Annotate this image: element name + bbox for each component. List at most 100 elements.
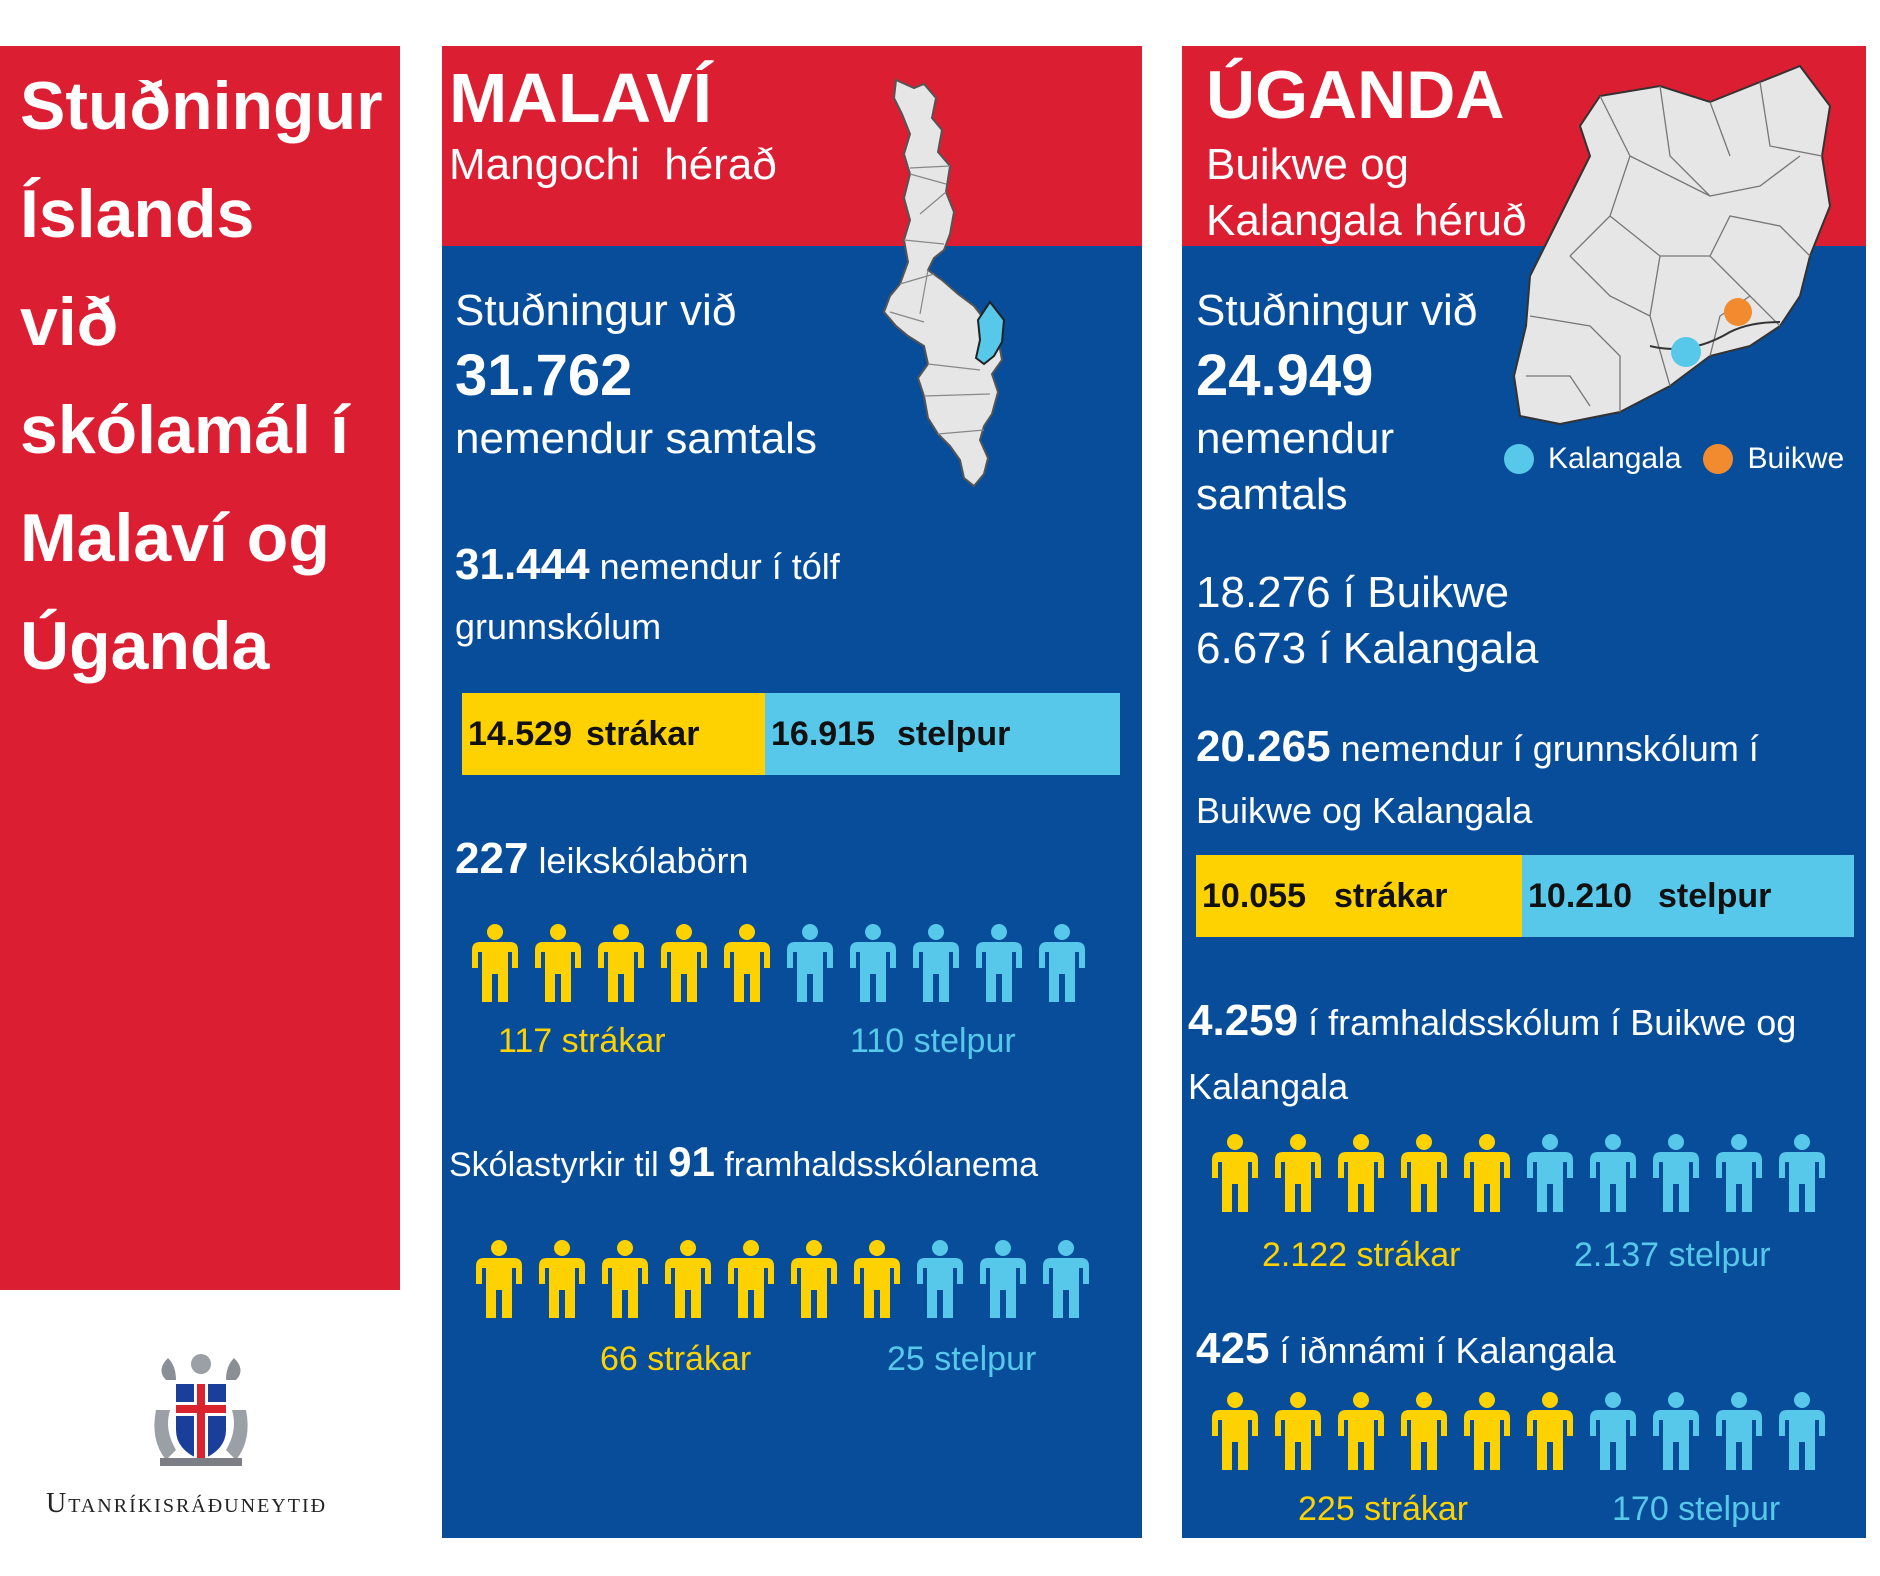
title-line: Íslands	[20, 176, 255, 252]
uganda-secondary-boys: 2.122 strákar	[1262, 1236, 1461, 1274]
legend-buikwe-label: Buikwe	[1747, 442, 1845, 475]
boy-person-icon	[665, 1240, 711, 1318]
uganda-vocational-icons	[1212, 1392, 1842, 1470]
malawi-scholarship-girls: 25 stelpur	[887, 1340, 1037, 1378]
malawi-header	[442, 46, 1142, 246]
boy-person-icon	[1275, 1134, 1321, 1212]
malawi-primary-line2: grunnskólum	[455, 606, 662, 647]
malawi-panel	[442, 246, 1142, 1538]
uganda-map	[1512, 64, 1832, 426]
legend-buikwe-dot	[1703, 444, 1734, 474]
uganda-map-legend: Kalangala Buikwe	[1504, 442, 1844, 476]
uganda-secondary-text: í framhaldsskólum í Buikwe og	[1308, 1002, 1797, 1043]
malawi-primary-count: 31.444	[455, 540, 590, 589]
boy-person-icon	[724, 924, 770, 1002]
malawi-total-suffix: nemendur samtals	[455, 414, 817, 463]
boy-person-icon	[1401, 1392, 1447, 1470]
uganda-vocational-boys: 225 strákar	[1298, 1490, 1469, 1528]
boy-person-icon	[791, 1240, 837, 1318]
girl-person-icon	[980, 1240, 1026, 1318]
bar-label: strákar	[586, 714, 700, 753]
malawi-primary-text: nemendur í tólf	[599, 546, 840, 587]
bar-label: stelpur	[897, 714, 1011, 753]
uganda-primary-count: 20.265	[1196, 722, 1331, 771]
uganda-total-suffix1: nemendur	[1196, 414, 1395, 463]
girl-person-icon	[1716, 1134, 1762, 1212]
boy-person-icon	[1527, 1392, 1573, 1470]
bar-value: 16.915	[771, 714, 875, 753]
uganda-country: ÚGANDA	[1206, 57, 1505, 133]
boy-person-icon	[476, 1240, 522, 1318]
girl-person-icon	[1590, 1392, 1636, 1470]
title-line: Malaví og	[20, 500, 330, 576]
girl-person-icon	[1779, 1392, 1825, 1470]
scholarship-count: 91	[668, 1138, 715, 1185]
malawi-scholarship-boys: 66 strákar	[600, 1340, 752, 1378]
malawi-primary-bar: 14.529 strákar 16.915 stelpur	[462, 693, 1120, 775]
legend-kalangala-dot	[1504, 444, 1534, 474]
uganda-secondary-line2: Kalangala	[1188, 1066, 1349, 1107]
coat-of-arms-logo	[154, 1354, 248, 1466]
boy-person-icon	[472, 924, 518, 1002]
scholarship-suffix: framhaldsskólanema	[724, 1146, 1039, 1184]
uganda-total: 24.949	[1196, 343, 1374, 408]
girl-person-icon	[976, 924, 1022, 1002]
boy-person-icon	[602, 1240, 648, 1318]
malawi-country: MALAVÍ	[449, 59, 713, 137]
malawi-primary-line1: 31.444 nemendur í tólf	[455, 540, 840, 590]
girl-person-icon	[1039, 924, 1085, 1002]
bar-label: stelpur	[1658, 876, 1772, 915]
title-line: Úganda	[20, 608, 270, 684]
uganda-kalangala-line: 6.673 í Kalangala	[1196, 624, 1539, 673]
malawi-preschool-count: 227	[455, 834, 529, 883]
bar-value: 10.210	[1528, 876, 1632, 915]
boy-person-icon	[854, 1240, 900, 1318]
uganda-support-label: Stuðningur við	[1196, 286, 1478, 335]
boy-person-icon	[1464, 1134, 1510, 1212]
malawi-support-label: Stuðningur við	[455, 286, 737, 335]
uganda-primary-text: nemendur í grunnskólum í	[1340, 728, 1759, 769]
boy-person-icon	[728, 1240, 774, 1318]
bar-value: 10.055	[1202, 876, 1306, 915]
girl-person-icon	[917, 1240, 963, 1318]
uganda-secondary-count: 4.259	[1188, 996, 1299, 1045]
uganda-vocational-count: 425	[1196, 1324, 1270, 1373]
uganda-bar-girls: 10.210 stelpur	[1522, 855, 1854, 937]
bar-label: strákar	[1334, 876, 1448, 915]
malawi-preschool-boys: 117 strákar	[498, 1022, 666, 1060]
infographic-title: Stuðningur Íslands við skólamál í Malaví…	[20, 52, 400, 700]
girl-person-icon	[1653, 1392, 1699, 1470]
boy-person-icon	[1338, 1392, 1384, 1470]
girl-person-icon	[913, 924, 959, 1002]
uganda-primary-line2: Buikwe og Kalangala	[1196, 790, 1533, 831]
uganda-primary-bar: 10.055 strákar 10.210 stelpur	[1196, 855, 1854, 937]
malawi-bar-boys: 14.529 strákar	[462, 693, 765, 775]
sidebar-panel	[0, 46, 400, 1290]
uganda-total-suffix2: samtals	[1196, 470, 1348, 519]
title-line: Stuðningur	[20, 68, 383, 144]
girl-person-icon	[1527, 1134, 1573, 1212]
malawi-map	[882, 78, 1006, 488]
boy-person-icon	[1212, 1392, 1258, 1470]
boy-person-icon	[1338, 1134, 1384, 1212]
malawi-scholarship-icons	[476, 1240, 1106, 1318]
uganda-secondary-girls: 2.137 stelpur	[1574, 1236, 1771, 1274]
boy-person-icon	[1275, 1392, 1321, 1470]
uganda-secondary-line1: 4.259 í framhaldsskólum í Buikwe og	[1188, 996, 1796, 1046]
title-line: við	[20, 284, 119, 360]
boy-person-icon	[1212, 1134, 1258, 1212]
title-line: skólamál í	[20, 392, 349, 468]
scholarship-prefix: Skólastyrkir til	[449, 1146, 659, 1184]
girl-person-icon	[1590, 1134, 1636, 1212]
uganda-region-line2: Kalangala héruð	[1206, 196, 1527, 245]
uganda-region-line1: Buikwe og	[1206, 140, 1410, 189]
uganda-vocational-line: 425 í iðnnámi í Kalangala	[1196, 1324, 1616, 1374]
girl-person-icon	[1716, 1392, 1762, 1470]
uganda-vocational-girls: 170 stelpur	[1612, 1490, 1781, 1528]
bar-value: 14.529	[468, 714, 572, 753]
boy-person-icon	[598, 924, 644, 1002]
malawi-preschool-line: 227 leikskólabörn	[455, 834, 749, 884]
boy-person-icon	[1464, 1392, 1510, 1470]
girl-person-icon	[787, 924, 833, 1002]
boy-person-icon	[1401, 1134, 1447, 1212]
